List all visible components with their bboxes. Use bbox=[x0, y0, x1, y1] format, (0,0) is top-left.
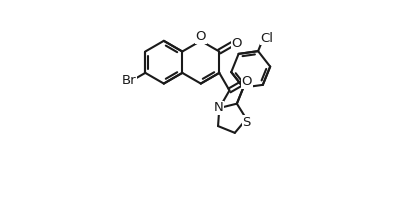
Text: O: O bbox=[196, 30, 206, 43]
Text: S: S bbox=[242, 116, 251, 129]
Text: Cl: Cl bbox=[260, 32, 273, 45]
Text: O: O bbox=[232, 37, 242, 50]
Text: Br: Br bbox=[122, 74, 136, 87]
Text: N: N bbox=[214, 101, 223, 114]
Text: O: O bbox=[242, 75, 252, 88]
